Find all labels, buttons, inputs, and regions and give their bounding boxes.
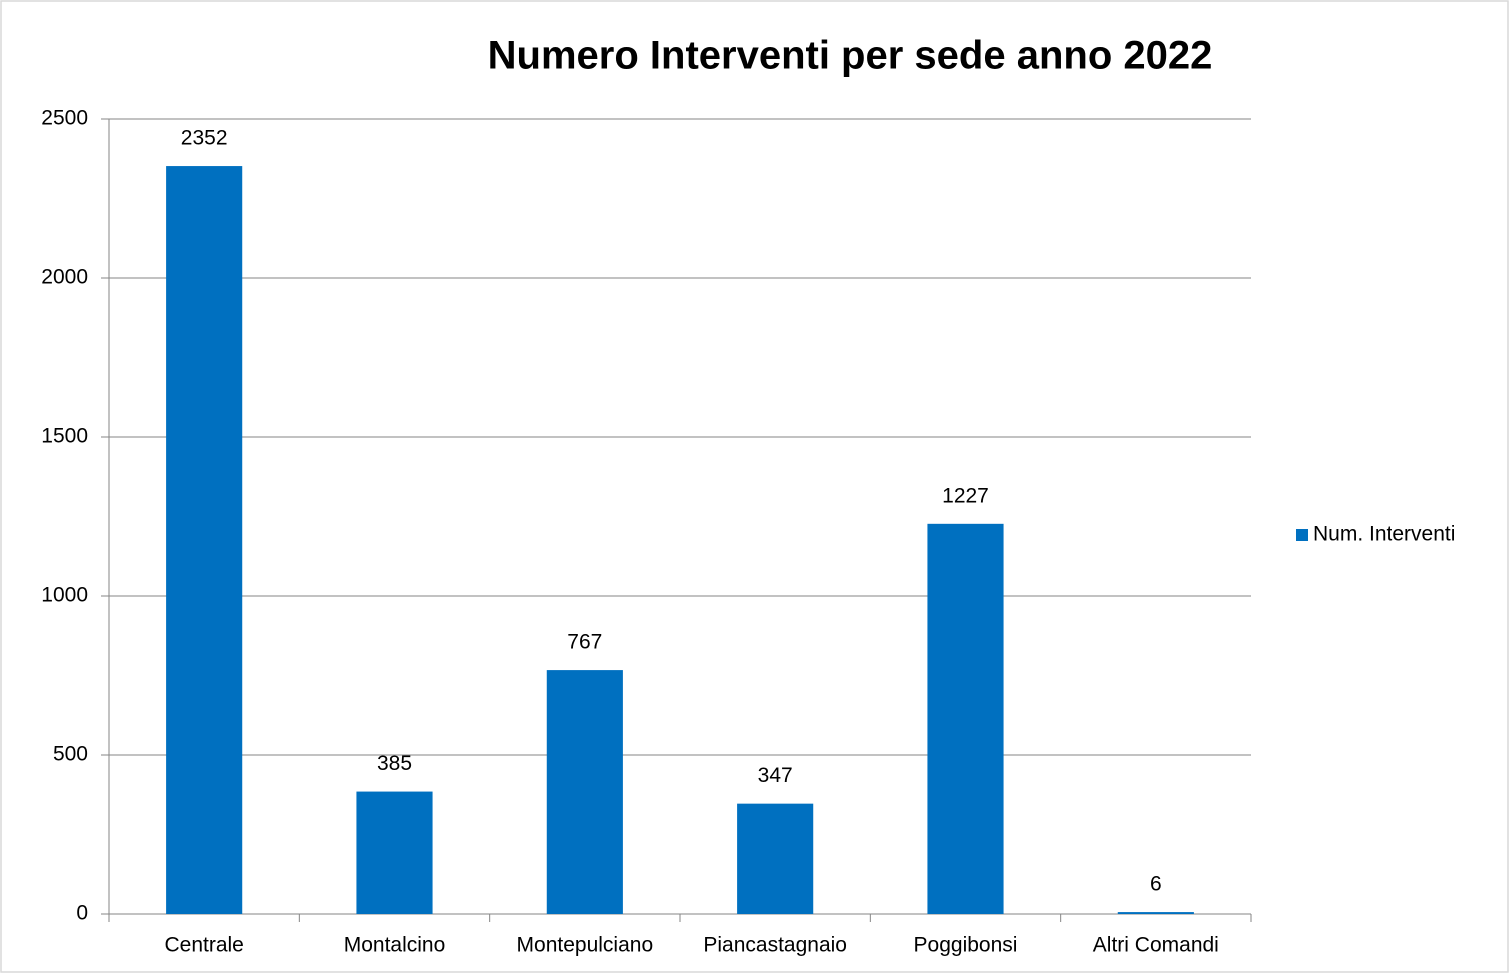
chart-title: Numero Interventi per sede anno 2022 (488, 34, 1213, 78)
bar (927, 523, 1004, 914)
x-tick-label: Piancastagnaio (703, 934, 847, 957)
data-label: 767 (567, 631, 602, 654)
y-tick-label: 1500 (41, 425, 88, 448)
bar (546, 670, 623, 914)
data-label: 6 (1150, 873, 1162, 896)
data-label: 2352 (181, 127, 228, 150)
data-label: 347 (758, 764, 793, 787)
y-tick-label: 1000 (41, 584, 88, 607)
x-tick-label: Centrale (164, 934, 243, 957)
x-tick-label: Montepulciano (517, 934, 654, 957)
bar (356, 791, 433, 914)
x-tick-label: Altri Comandi (1093, 934, 1219, 957)
x-tick-label: Poggibonsi (914, 934, 1018, 957)
data-label: 385 (377, 752, 412, 775)
y-tick-label: 2000 (41, 266, 88, 289)
bar (1117, 912, 1194, 914)
legend-label: Num. Interventi (1313, 523, 1455, 546)
data-label: 1227 (942, 484, 989, 507)
bar (737, 803, 814, 914)
y-tick-label: 500 (53, 743, 88, 766)
x-tick-label: Montalcino (344, 934, 446, 957)
bar (166, 166, 243, 915)
y-tick-label: 0 (76, 902, 88, 925)
legend-swatch (1296, 529, 1308, 541)
y-tick-label: 2500 (41, 107, 88, 130)
